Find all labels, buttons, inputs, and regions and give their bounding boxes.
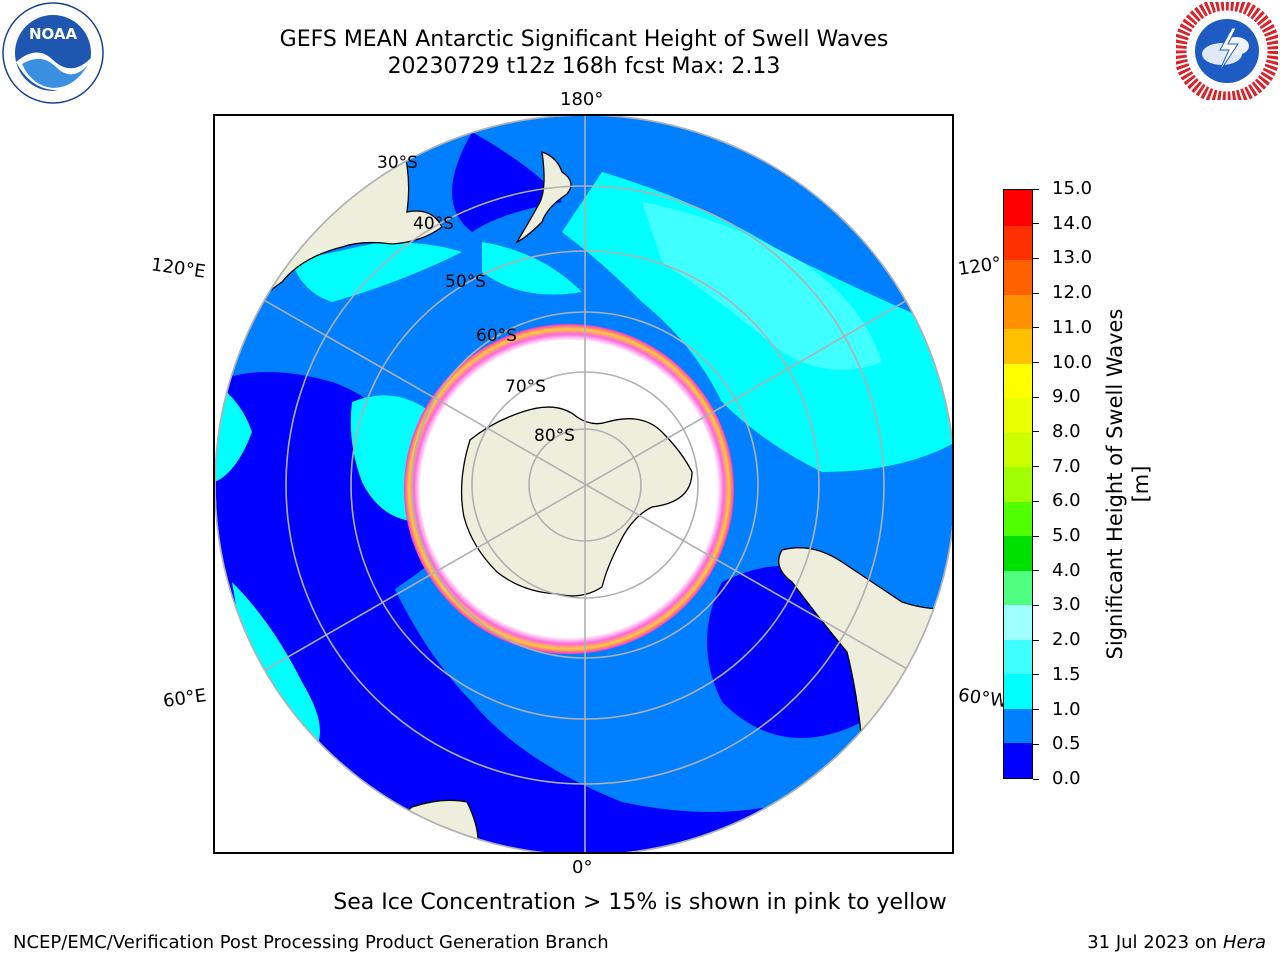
colorbar-tick xyxy=(1033,535,1039,537)
lat-label-30s: 30°S xyxy=(377,153,418,173)
colorbar-segment xyxy=(1004,466,1032,502)
sea-ice-note: Sea Ice Concentration > 15% is shown in … xyxy=(333,890,947,915)
lat-label-70s: 70°S xyxy=(505,377,546,397)
high-swell-region xyxy=(482,242,582,295)
colorbar-segment xyxy=(1004,397,1032,433)
lat-label-60s: 60°S xyxy=(476,326,517,346)
colorbar-tick xyxy=(1033,223,1039,225)
colorbar-segment xyxy=(1004,190,1032,226)
colorbar-segment xyxy=(1004,708,1032,744)
high-swell-region xyxy=(215,382,252,482)
colorbar-tick xyxy=(1033,431,1039,433)
colorbar-tick-label: 2.0 xyxy=(1052,629,1081,651)
lon-label-120e: 120°E xyxy=(149,254,207,283)
colorbar-tick xyxy=(1033,570,1039,572)
colorbar-segment xyxy=(1004,673,1032,709)
colorbar-tick-label: 5.0 xyxy=(1052,525,1081,547)
colorbar-tick-label: 13.0 xyxy=(1052,247,1093,269)
colorbar-tick xyxy=(1033,466,1039,468)
colorbar-segment xyxy=(1004,742,1032,778)
chart-subtitle: 20230729 t12z 168h fcst Max: 2.13 xyxy=(387,54,781,79)
high-swell-region xyxy=(232,582,320,752)
nws-logo-icon xyxy=(1176,2,1278,100)
colorbar-segment xyxy=(1004,501,1032,537)
lat-label-50s: 50°S xyxy=(445,272,486,292)
colorbar-tick xyxy=(1033,327,1039,329)
chart-title: GEFS MEAN Antarctic Significant Height o… xyxy=(279,27,889,52)
polar-map: 30°S 40°S 50°S 60°S 70°S 80°S xyxy=(213,114,954,854)
colorbar-segment xyxy=(1004,259,1032,295)
colorbar-tick-label: 10.0 xyxy=(1052,351,1093,373)
noaa-logo-text: NOAA xyxy=(29,25,78,43)
colorbar-segment xyxy=(1004,432,1032,468)
high-swell-region xyxy=(642,202,882,370)
colorbar-tick-label: 7.0 xyxy=(1052,455,1081,477)
colorbar-tick-label: 0.5 xyxy=(1052,733,1081,755)
colorbar-segment xyxy=(1004,294,1032,330)
lon-label-0: 0° xyxy=(572,857,593,878)
low-swell-region xyxy=(452,132,562,232)
antarctica-land xyxy=(460,406,693,597)
colorbar-tick-label: 12.0 xyxy=(1052,282,1093,304)
colorbar-tick xyxy=(1033,709,1039,711)
colorbar-tick-label: 15.0 xyxy=(1052,178,1093,199)
colorbar-tick xyxy=(1033,639,1039,641)
africa-land xyxy=(381,799,479,852)
credit-line: NCEP/EMC/Verification Post Processing Pr… xyxy=(13,932,609,953)
new-zealand-land xyxy=(515,151,572,244)
low-swell-region xyxy=(215,362,952,852)
colorbar-tick-label: 11.0 xyxy=(1052,316,1093,338)
colorbar-tick-label: 8.0 xyxy=(1052,420,1081,442)
colorbar-tick xyxy=(1033,362,1039,364)
colorbar-tick xyxy=(1033,500,1039,502)
lon-label-180: 180° xyxy=(560,89,604,110)
colorbar-tick-label: 4.0 xyxy=(1052,559,1081,581)
colorbar-segment xyxy=(1004,363,1032,399)
colorbar-segment xyxy=(1004,535,1032,571)
colorbar-segment xyxy=(1004,328,1032,364)
madagascar-land xyxy=(226,766,297,814)
date-stamp: 31 Jul 2023 on Hera xyxy=(1087,932,1266,953)
colorbar-tick-label: 6.0 xyxy=(1052,490,1081,512)
high-swell-region xyxy=(292,242,462,302)
colorbar-tick xyxy=(1033,292,1039,294)
machine-name: Hera xyxy=(1222,932,1266,953)
noaa-logo-icon: NOAA xyxy=(2,2,104,104)
date-text: 31 Jul 2023 on xyxy=(1087,932,1218,953)
colorbar-tick xyxy=(1033,257,1039,259)
lon-label-60w: 60°W xyxy=(956,684,1009,713)
colorbar-tick-label: 1.5 xyxy=(1052,663,1081,685)
colorbar-tick-label: 0.0 xyxy=(1052,768,1081,789)
colorbar-tick xyxy=(1033,396,1039,398)
colorbar-tick-label: 1.0 xyxy=(1052,698,1081,720)
meridian-120e-60w xyxy=(215,271,952,698)
colorbar-tick xyxy=(1033,188,1039,190)
lat-label-40s: 40°S xyxy=(413,214,454,234)
colorbar-segment xyxy=(1004,639,1032,675)
colorbar-label: Significant Height of Swell Waves [m] xyxy=(1103,308,1153,660)
colorbar-tick-label: 14.0 xyxy=(1052,212,1093,234)
colorbar-tick xyxy=(1033,743,1039,745)
colorbar-segment xyxy=(1004,224,1032,261)
colorbar-tick-label: 9.0 xyxy=(1052,386,1081,408)
colorbar-segment xyxy=(1004,604,1032,640)
meridian-60e-120w xyxy=(215,271,952,700)
lon-label-120w: 120° xyxy=(956,253,1003,280)
lon-label-60e: 60°E xyxy=(161,685,208,712)
colorbar-segment xyxy=(1004,570,1032,606)
colorbar-tick xyxy=(1033,604,1039,606)
lat-label-80s: 80°S xyxy=(534,426,575,446)
colorbar xyxy=(1003,189,1033,779)
colorbar-tick-label: 3.0 xyxy=(1052,594,1081,616)
colorbar-tick xyxy=(1033,778,1039,780)
colorbar-tick xyxy=(1033,674,1039,676)
